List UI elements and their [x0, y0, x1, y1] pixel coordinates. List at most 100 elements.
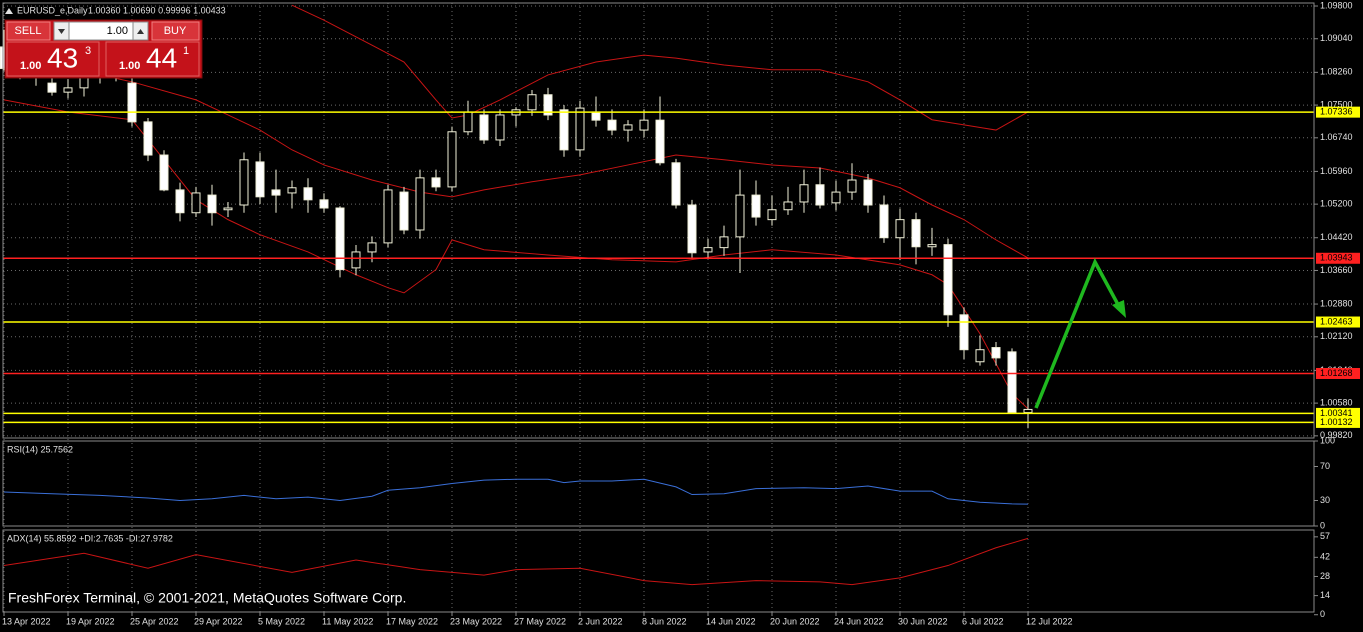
- bollinger-band: [291, 4, 1029, 131]
- candle-body: [447, 131, 457, 188]
- y-tick-label: 30: [1320, 495, 1330, 505]
- candle-body: [831, 191, 841, 204]
- y-tick-label: 28: [1320, 571, 1330, 581]
- candle-body: [367, 242, 377, 253]
- candle-body: [815, 184, 825, 206]
- candle-body: [223, 207, 233, 211]
- candle-body: [527, 94, 537, 111]
- candle-body: [719, 236, 729, 249]
- level-label: 1.00132: [1320, 417, 1353, 427]
- indicator-title: ADX(14) 55.8592 +DI:2.7635 -DI:27.9782: [7, 533, 173, 543]
- arrow-head: [1112, 300, 1126, 318]
- watermark: FreshForex Terminal, © 2001-2021, MetaQu…: [8, 590, 406, 606]
- candle-body: [943, 244, 953, 316]
- y-tick-label: 1.06740: [1320, 132, 1353, 142]
- y-tick-label: 1.09040: [1320, 33, 1353, 43]
- candle-body: [687, 204, 697, 254]
- ask-box[interactable]: [105, 41, 200, 77]
- candle-body: [607, 119, 617, 131]
- level-label: 1.07336: [1320, 107, 1353, 117]
- y-tick-label: 14: [1320, 590, 1330, 600]
- x-tick-label: 24 Jun 2022: [834, 616, 884, 626]
- candle-body: [255, 161, 265, 198]
- candle-body: [79, 77, 89, 89]
- sell-label[interactable]: SELL: [15, 25, 42, 37]
- sell-button[interactable]: [6, 21, 51, 41]
- level-label: 1.01268: [1320, 368, 1353, 378]
- indicator-line: [3, 478, 1029, 505]
- candle-body: [127, 82, 137, 123]
- indicator-line: [3, 537, 1029, 586]
- candle-body: [703, 247, 713, 253]
- x-tick-label: 27 May 2022: [514, 616, 566, 626]
- candle-body: [207, 194, 217, 214]
- buy-button[interactable]: [151, 21, 200, 41]
- candle-body: [671, 162, 681, 206]
- x-tick-label: 25 Apr 2022: [130, 616, 179, 626]
- marks-layer: [0, 4, 1314, 586]
- x-tick-label: 30 Jun 2022: [898, 616, 948, 626]
- candle-body: [287, 187, 297, 194]
- level-label: 1.00341: [1320, 408, 1353, 418]
- y-tick-label: 1.09800: [1320, 0, 1353, 10]
- lot-up-icon: [137, 29, 144, 34]
- forecast-arrow: [1034, 257, 1126, 409]
- y-tick-label: 1.07500: [1320, 99, 1353, 109]
- x-tick-label: 5 May 2022: [258, 616, 305, 626]
- candle-body: [335, 207, 345, 271]
- y-tick-label: 42: [1320, 552, 1330, 562]
- bollinger-band: [3, 54, 1029, 259]
- y-tick-label: 1.04420: [1320, 232, 1353, 242]
- bid-prefix: 1.00: [20, 60, 41, 72]
- y-tick-label: 1.08260: [1320, 67, 1353, 77]
- x-tick-label: 12 Jul 2022: [1026, 616, 1073, 626]
- y-tick-label: 1.02880: [1320, 298, 1353, 308]
- rsi-frame: [2, 440, 1315, 527]
- collapse-icon[interactable]: [5, 8, 13, 14]
- bid-big: 43: [47, 42, 78, 73]
- candle-body: [655, 119, 665, 164]
- candle-body: [879, 204, 889, 239]
- ask-prefix: 1.00: [119, 60, 140, 72]
- candle-body: [495, 114, 505, 141]
- candle-body: [783, 201, 793, 211]
- x-tick-label: 17 May 2022: [386, 616, 438, 626]
- candle-body: [559, 109, 569, 151]
- ask-big: 44: [146, 42, 177, 73]
- level-label: 1.02463: [1320, 316, 1353, 326]
- candle-body: [1007, 351, 1017, 414]
- level-tag: [1316, 252, 1360, 264]
- candle-body: [639, 119, 649, 131]
- buy-label[interactable]: BUY: [164, 25, 187, 37]
- candle-body: [47, 82, 57, 93]
- candle-body: [991, 347, 1001, 359]
- candle-body: [591, 111, 601, 121]
- ask-small: 1: [183, 45, 189, 57]
- quote: 1.00360 1.00690 0.99996 1.00433: [88, 5, 226, 15]
- candle-body: [863, 179, 873, 206]
- x-tick-label: 8 Jun 2022: [642, 616, 687, 626]
- x-tick-label: 11 May 2022: [322, 616, 373, 626]
- lot-value[interactable]: 1.00: [107, 25, 128, 37]
- bid-small: 3: [85, 45, 91, 57]
- x-tick-label: 29 Apr 2022: [194, 616, 243, 626]
- bid-box[interactable]: [6, 41, 100, 77]
- main-frame: [2, 2, 1315, 439]
- x-tick-label: 23 May 2022: [450, 616, 502, 626]
- candle-body: [847, 179, 857, 193]
- candle-body: [735, 194, 745, 238]
- candle-body: [399, 191, 409, 231]
- candle-body: [415, 177, 425, 231]
- indicator-title: RSI(14) 25.7562: [7, 444, 73, 454]
- candle-body: [303, 187, 313, 201]
- x-tick-label: 2 Jun 2022: [578, 616, 623, 626]
- candle-body: [623, 124, 633, 131]
- candle-body: [175, 189, 185, 214]
- y-tick-label: 70: [1320, 461, 1330, 471]
- symbol: EURUSD_e,Daily: [17, 5, 88, 15]
- y-tick-label: 0.99820: [1320, 430, 1353, 440]
